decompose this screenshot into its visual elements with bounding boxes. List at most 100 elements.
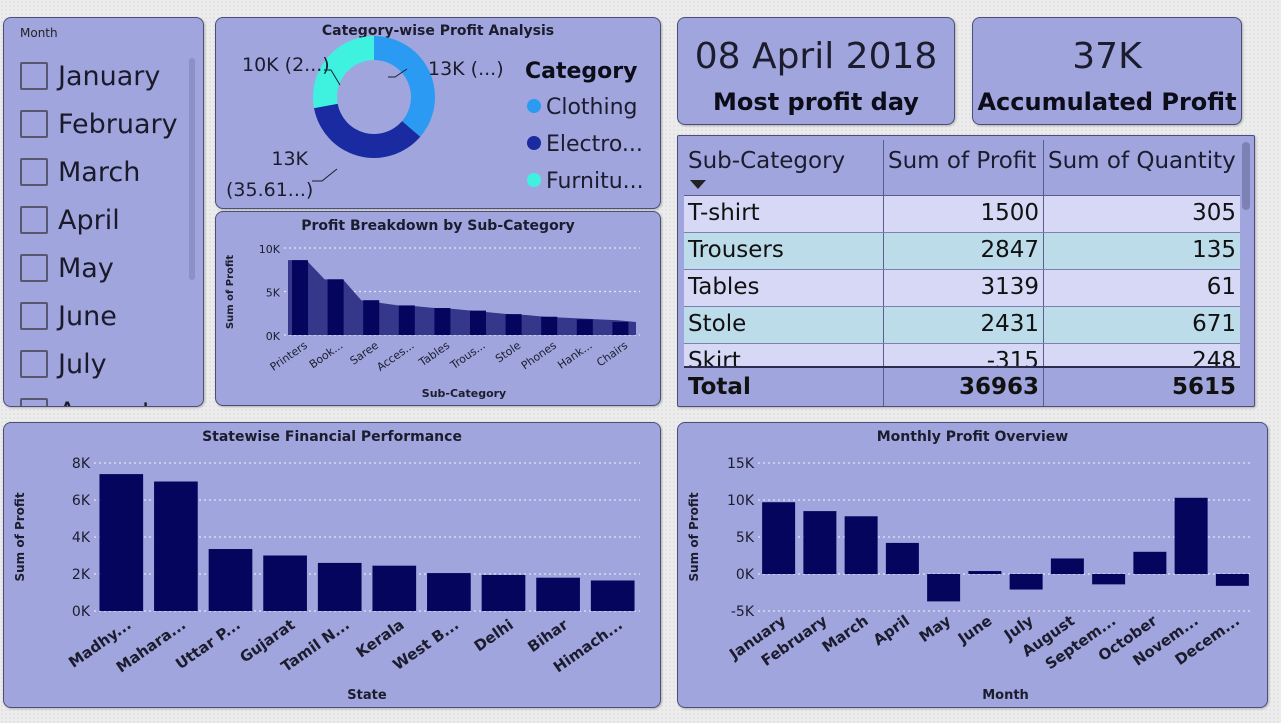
slicer-item-label: March bbox=[58, 156, 141, 188]
checkbox[interactable] bbox=[20, 158, 48, 186]
slicer-item-april[interactable]: April bbox=[20, 196, 184, 244]
x-tick-label: April bbox=[870, 612, 913, 650]
bar[interactable] bbox=[327, 279, 344, 335]
slicer-item-july[interactable]: July bbox=[20, 340, 184, 388]
donut-slice[interactable] bbox=[313, 36, 374, 109]
slicer-item-may[interactable]: May bbox=[20, 244, 184, 292]
kpi-value: 37K bbox=[1072, 36, 1142, 77]
donut-slice[interactable] bbox=[314, 103, 421, 158]
bar[interactable] bbox=[1092, 574, 1126, 585]
table-row[interactable]: Skirt -315 248 bbox=[684, 344, 1240, 366]
column-header-sum-of-quantity[interactable]: Sum of Quantity bbox=[1048, 148, 1236, 174]
bar[interactable] bbox=[505, 314, 522, 335]
bar[interactable] bbox=[1133, 551, 1167, 574]
slicer-item-january[interactable]: January bbox=[20, 52, 184, 100]
donut-slice[interactable] bbox=[374, 36, 435, 137]
bar[interactable] bbox=[99, 474, 144, 611]
bar[interactable] bbox=[762, 502, 796, 574]
bar[interactable] bbox=[844, 516, 878, 574]
checkbox[interactable] bbox=[20, 110, 48, 138]
table-row[interactable]: T-shirt 1500 305 bbox=[684, 196, 1240, 233]
bar[interactable] bbox=[154, 481, 198, 612]
bar[interactable] bbox=[803, 511, 837, 574]
kpi-label: Most profit day bbox=[713, 88, 919, 116]
x-tick-label: Phones bbox=[519, 339, 559, 373]
bar[interactable] bbox=[470, 310, 487, 335]
bar[interactable] bbox=[536, 577, 580, 611]
bar[interactable] bbox=[317, 562, 362, 611]
donut-chart: 13K (...) 10K (2...) 13K (35.61...) Cate… bbox=[226, 36, 644, 201]
x-tick-label: June bbox=[954, 612, 996, 649]
cell-quantity: 61 bbox=[1206, 274, 1236, 300]
scrollbar-thumb[interactable] bbox=[1242, 142, 1250, 210]
cell-profit: 2431 bbox=[884, 307, 1044, 343]
legend-swatch-clothing bbox=[527, 99, 541, 113]
bar[interactable] bbox=[1050, 558, 1084, 574]
donut-data-label: 10K (2...) bbox=[242, 54, 330, 76]
table-header: Sub-Category Sum of Profit Sum of Quanti… bbox=[684, 140, 1240, 196]
checkbox[interactable] bbox=[20, 302, 48, 330]
x-tick-label: Tables bbox=[416, 339, 452, 370]
statewise-performance-panel: Statewise Financial Performance 0K 2K 4K 6K… bbox=[3, 422, 661, 708]
kpi-most-profit-day: 08 April 2018 Most profit day bbox=[677, 17, 955, 125]
checkbox[interactable] bbox=[20, 62, 48, 90]
cell-sub-category: Skirt bbox=[684, 344, 884, 366]
bar[interactable] bbox=[1009, 574, 1043, 590]
bar[interactable] bbox=[372, 565, 417, 611]
bar[interactable] bbox=[208, 549, 253, 611]
x-tick-label: Trous... bbox=[447, 339, 487, 373]
bar[interactable] bbox=[292, 260, 309, 335]
slicer-item-label: May bbox=[58, 252, 114, 284]
y-tick-label: 0K bbox=[736, 567, 755, 583]
slicer-item-june[interactable]: June bbox=[20, 292, 184, 340]
cell-profit: -315 bbox=[884, 344, 1044, 366]
slicer-item-february[interactable]: February bbox=[20, 100, 184, 148]
bar[interactable] bbox=[1174, 497, 1208, 574]
checkbox[interactable] bbox=[20, 206, 48, 234]
column-header-sum-of-profit[interactable]: Sum of Profit bbox=[884, 140, 1044, 195]
cell-sub-category: Stole bbox=[684, 307, 884, 343]
y-tick-label: 0K bbox=[72, 604, 91, 620]
table-row[interactable]: Trousers 2847 135 bbox=[684, 233, 1240, 270]
x-tick-label: Bihar bbox=[524, 615, 571, 656]
bar[interactable] bbox=[541, 316, 558, 335]
bar[interactable] bbox=[927, 574, 961, 602]
donut-data-label: (35.61...) bbox=[226, 179, 313, 201]
table-row[interactable]: Stole 2431 671 bbox=[684, 307, 1240, 344]
bar[interactable] bbox=[481, 574, 526, 611]
bar[interactable] bbox=[398, 305, 415, 335]
bar[interactable] bbox=[885, 542, 919, 574]
bar[interactable] bbox=[434, 308, 451, 335]
y-tick-label: 0K bbox=[266, 330, 281, 343]
checkbox[interactable] bbox=[20, 350, 48, 378]
sort-descending-icon[interactable] bbox=[690, 180, 706, 189]
bar[interactable] bbox=[427, 573, 471, 611]
checkbox[interactable] bbox=[20, 398, 48, 406]
donut-data-label: 13K bbox=[271, 148, 308, 170]
bar[interactable] bbox=[590, 580, 635, 611]
bar[interactable] bbox=[1215, 574, 1249, 586]
category-profit-donut-panel: Category-wise Profit Analysis 13K (...) … bbox=[215, 17, 661, 209]
checkbox[interactable] bbox=[20, 254, 48, 282]
slicer-item-label: July bbox=[58, 348, 107, 380]
table-scrollbar[interactable] bbox=[1242, 142, 1250, 402]
column-header-sub-category[interactable]: Sub-Category bbox=[684, 140, 884, 195]
bar[interactable] bbox=[576, 319, 593, 335]
slicer-item-label: February bbox=[58, 108, 178, 140]
subcategory-profit-panel: Profit Breakdown by Sub-Category 0K 5K 10K… bbox=[215, 211, 661, 406]
bar[interactable] bbox=[263, 555, 307, 612]
table-row[interactable]: Tables 3139 61 bbox=[684, 270, 1240, 307]
y-tick-label: 10K bbox=[727, 493, 755, 509]
kpi-value: 08 April 2018 bbox=[694, 36, 938, 77]
total-quantity: 5615 bbox=[1171, 374, 1236, 400]
slicer-item-march[interactable]: March bbox=[20, 148, 184, 196]
x-tick-label: May bbox=[916, 611, 955, 646]
slicer-item-label: June bbox=[58, 300, 117, 332]
cell-quantity: 135 bbox=[1192, 237, 1236, 263]
bar[interactable] bbox=[612, 321, 629, 335]
bar[interactable] bbox=[968, 571, 1002, 574]
bar[interactable] bbox=[363, 300, 380, 335]
slicer-scrollbar[interactable] bbox=[189, 58, 195, 280]
month-slicer[interactable]: Month January February March April May J… bbox=[3, 17, 204, 407]
slicer-item-august[interactable]: August bbox=[20, 388, 184, 406]
